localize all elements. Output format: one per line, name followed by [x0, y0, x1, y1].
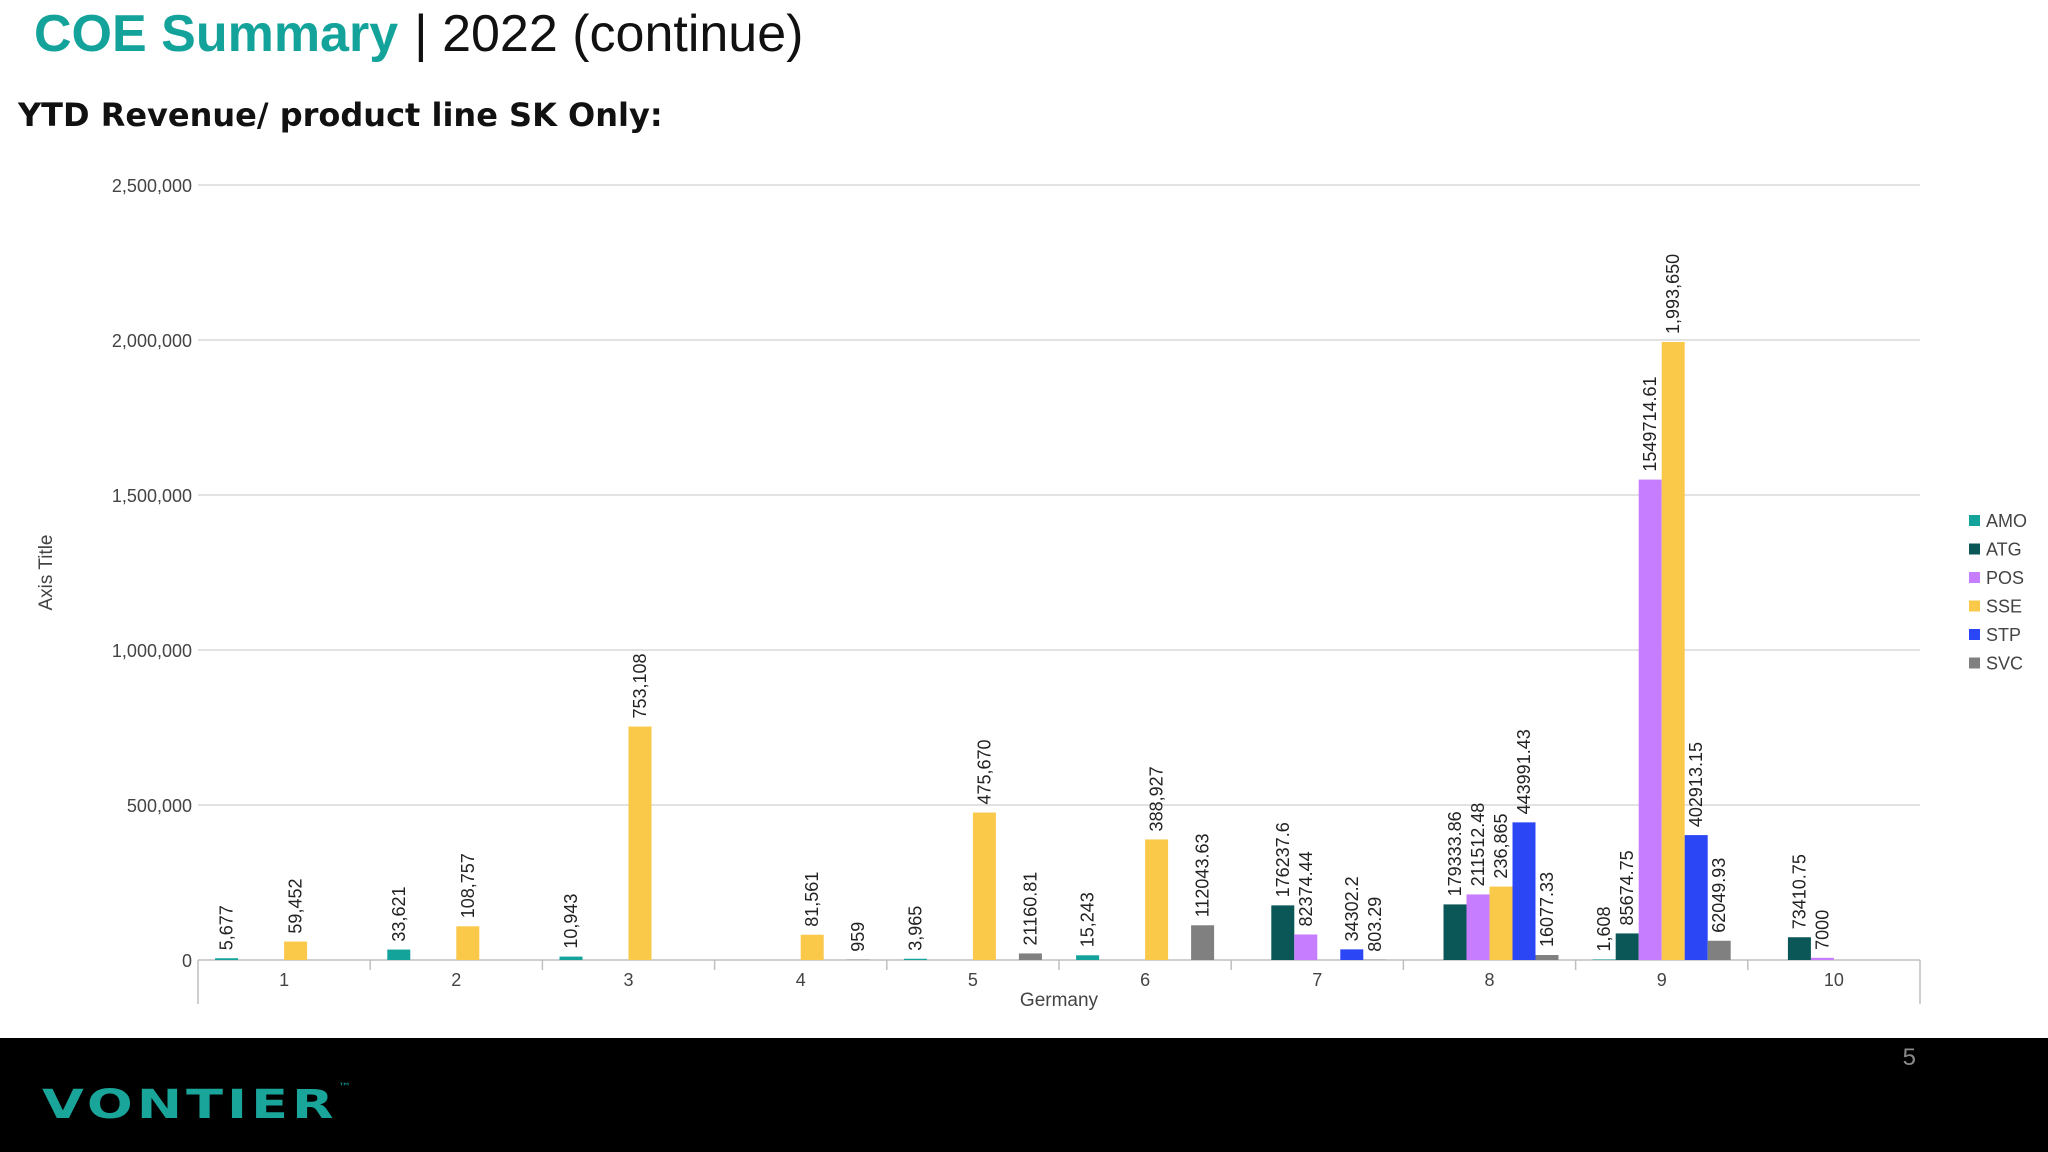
data-label: 5,677	[217, 905, 237, 950]
legend-label-amo: AMO	[1986, 511, 2027, 531]
data-label: 112043.63	[1193, 834, 1213, 918]
data-label: 1549714.61	[1640, 376, 1660, 471]
data-label: 211512.48	[1468, 803, 1488, 887]
data-label: 402913.15	[1686, 742, 1706, 827]
y-tick-label: 2,500,000	[112, 176, 192, 196]
bar-atg	[1443, 904, 1467, 960]
data-label: 33,621	[389, 887, 409, 942]
data-label: 176237.6	[1273, 822, 1293, 897]
bar-amo	[215, 958, 239, 960]
bar-sse	[1145, 839, 1169, 960]
y-tick-label: 500,000	[127, 796, 192, 816]
page-number: 5	[1902, 1044, 1916, 1071]
title-main: COE Summary	[34, 5, 399, 63]
legend-swatch-sse	[1969, 600, 1980, 612]
x-tick-label: 8	[1484, 970, 1494, 990]
bar-svc	[1535, 955, 1559, 960]
y-tick-label: 1,500,000	[112, 486, 192, 506]
legend-swatch-atg	[1969, 543, 1980, 555]
legend-swatch-stp	[1969, 629, 1980, 640]
data-label: 15,243	[1078, 892, 1098, 947]
legend-label-stp: STP	[1986, 625, 2021, 645]
bar-amo	[559, 956, 583, 960]
data-label: 82374.44	[1296, 851, 1316, 926]
bar-pos	[1294, 934, 1318, 960]
x-tick-label: 6	[1140, 970, 1150, 990]
data-label: 21160.81	[1020, 872, 1040, 946]
page-title: COE Summary | 2022 (continue)	[34, 4, 803, 68]
bar-sse	[628, 726, 652, 960]
bar-amo	[387, 949, 411, 960]
data-label: 959	[848, 922, 868, 952]
bar-stp	[1512, 822, 1536, 960]
bar-stp	[1684, 835, 1708, 960]
y-axis-title: Axis Title	[36, 534, 57, 610]
data-label: 1,993,650	[1663, 254, 1683, 334]
vontier-logo: VONTIER™	[42, 1082, 351, 1128]
legend-label-sse: SSE	[1986, 597, 2022, 617]
data-label: 1,608	[1594, 906, 1614, 951]
logo-text: VONTIER	[42, 1082, 338, 1128]
x-axis-title: Germany	[1020, 990, 1099, 1011]
bar-svc	[1018, 953, 1042, 960]
data-label: 59,452	[286, 879, 306, 934]
data-label: 388,927	[1147, 766, 1167, 831]
bar-sse	[1489, 886, 1513, 960]
data-label: 10,943	[561, 894, 581, 949]
data-label: 3,965	[905, 906, 925, 951]
y-tick-label: 1,000,000	[112, 641, 192, 661]
data-label: 62049.93	[1709, 858, 1729, 933]
data-label: 803.29	[1365, 897, 1385, 952]
x-tick-label: 2	[451, 970, 461, 990]
x-tick-label: 7	[1312, 970, 1322, 990]
data-label: 443991.43	[1514, 729, 1534, 814]
legend-swatch-svc	[1969, 657, 1980, 669]
bar-sse	[284, 941, 308, 960]
legend-swatch-pos	[1969, 572, 1980, 583]
y-tick-label: 2,000,000	[112, 331, 192, 351]
legend-label-atg: ATG	[1986, 540, 2022, 560]
bar-atg	[1615, 933, 1639, 960]
bar-atg	[1787, 937, 1811, 960]
data-label: 16077.33	[1537, 872, 1557, 947]
data-label: 73410.75	[1789, 854, 1809, 929]
bar-amo	[1076, 955, 1100, 960]
x-tick-label: 10	[1824, 970, 1844, 990]
bar-atg	[1271, 905, 1295, 960]
data-label: 179333.86	[1445, 811, 1465, 896]
bar-sse	[800, 934, 824, 960]
bar-svc	[1191, 925, 1215, 960]
x-tick-label: 3	[623, 970, 633, 990]
data-label: 81,561	[802, 872, 822, 927]
x-tick-label: 9	[1657, 970, 1667, 990]
legend-swatch-amo	[1969, 515, 1980, 526]
bar-amo	[903, 958, 927, 960]
trademark-mark: ™	[337, 1082, 352, 1093]
bar-sse	[972, 812, 996, 960]
chart-subtitle: YTD Revenue/ product line SK Only:	[18, 96, 663, 134]
legend-label-pos: POS	[1986, 568, 2024, 588]
data-label: 108,757	[458, 853, 478, 918]
title-year: | 2022 (continue)	[414, 5, 804, 63]
data-label: 7000	[1812, 910, 1832, 950]
bar-stp	[1340, 949, 1364, 960]
data-label: 753,108	[630, 653, 650, 718]
legend-label-svc: SVC	[1986, 654, 2023, 674]
bar-svc	[1707, 940, 1731, 960]
y-tick-label: 0	[182, 951, 192, 971]
data-label: 85674.75	[1617, 850, 1637, 925]
bar-sse	[1661, 341, 1685, 960]
data-label: 475,670	[974, 739, 994, 804]
x-tick-label: 1	[279, 970, 289, 990]
bar-pos	[1810, 957, 1834, 960]
data-label: 236,865	[1491, 813, 1511, 878]
x-tick-label: 4	[796, 970, 806, 990]
bar-pos	[1638, 479, 1662, 960]
data-label: 34302.2	[1342, 876, 1362, 941]
revenue-bar-chart: 0 500,000 1,000,000 1,500,000 2,000,000 2,500…	[36, 176, 2027, 1011]
x-tick-label: 5	[968, 970, 978, 990]
bar-sse	[456, 926, 480, 960]
footer-bar: 5 VONTIER™	[0, 1038, 2048, 1152]
bar-pos	[1466, 894, 1490, 960]
